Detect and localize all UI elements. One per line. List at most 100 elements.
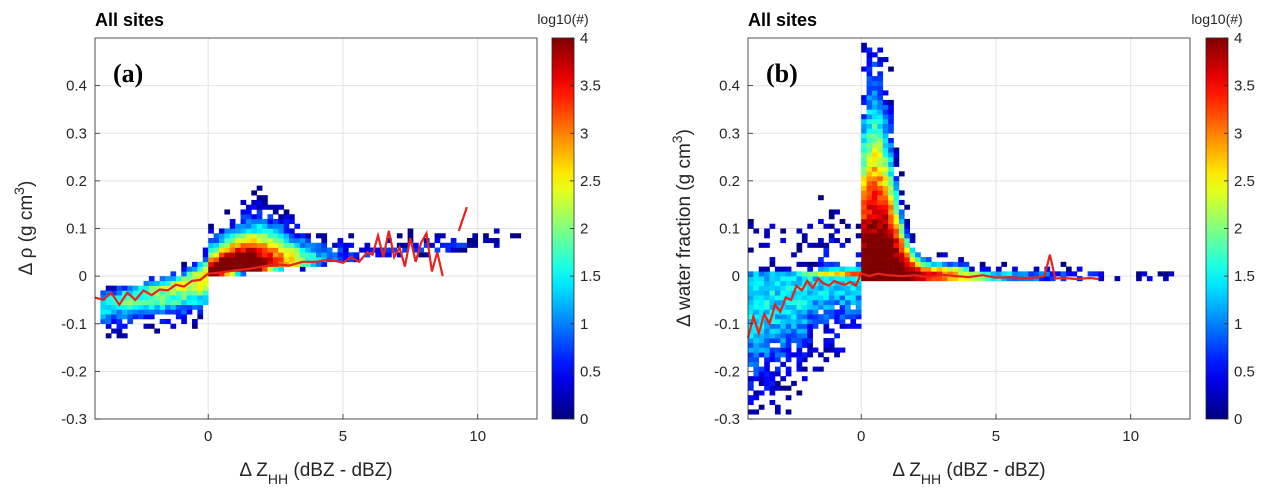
panel-b-cell bbox=[969, 271, 975, 277]
panel-a-cell bbox=[256, 228, 263, 234]
panel-b-cell bbox=[823, 266, 830, 272]
panel-a-cell bbox=[289, 257, 295, 263]
panel-b-cell bbox=[785, 328, 792, 334]
panel-b-cell bbox=[1163, 276, 1169, 282]
panel-b-cell bbox=[839, 309, 846, 315]
panel-b-cell bbox=[796, 314, 803, 320]
panel-b-cell bbox=[769, 385, 776, 391]
panel-b-cell bbox=[920, 276, 927, 282]
panel-b-cell bbox=[807, 304, 813, 310]
panel-a-cell bbox=[337, 252, 344, 258]
panel-b-cell bbox=[985, 271, 991, 277]
panel-b-cell bbox=[748, 290, 754, 296]
panel-a-cell bbox=[100, 295, 107, 301]
panel-b-cell bbox=[812, 323, 819, 329]
panel-a-cell bbox=[294, 257, 301, 263]
panel-b-cell bbox=[888, 257, 894, 263]
panel-b-cell bbox=[904, 233, 911, 239]
panel-a-cell bbox=[240, 223, 247, 229]
panel-b-cell bbox=[839, 266, 846, 272]
panel-a-cell bbox=[278, 218, 284, 225]
panel-a-cell bbox=[192, 266, 198, 272]
panel-b-cell bbox=[898, 257, 905, 263]
panel-b-cell bbox=[845, 304, 851, 310]
panel-a-colorbar-tick-label: 1.5 bbox=[580, 268, 601, 285]
panel-b-cell bbox=[1028, 271, 1034, 277]
panel-b-cell bbox=[796, 333, 803, 339]
panel-b-cell bbox=[888, 247, 894, 253]
panel-b-cell bbox=[1066, 271, 1072, 277]
panel-b-cell bbox=[893, 238, 900, 244]
panel-b-cell bbox=[812, 295, 819, 301]
panel-a-cell bbox=[159, 309, 166, 315]
panel-a-cell bbox=[192, 290, 198, 296]
panel-a-cell bbox=[493, 228, 500, 234]
panel-b-cell bbox=[748, 385, 754, 391]
panel-a-x-tick-label: 0 bbox=[204, 428, 212, 445]
panel-a-cell bbox=[272, 204, 279, 210]
panel-b-cell bbox=[753, 228, 760, 234]
panel-b-cell bbox=[861, 209, 867, 215]
panel-b-cell bbox=[893, 214, 900, 220]
panel-a-cell bbox=[202, 247, 209, 253]
panel-b-cell bbox=[753, 285, 760, 291]
panel-b-cell bbox=[834, 261, 840, 267]
panel-b-cell bbox=[764, 280, 770, 286]
panel-b-cell bbox=[780, 333, 787, 339]
panel-a-cell bbox=[121, 309, 128, 315]
panel-b-y-tick-label: -0.3 bbox=[714, 411, 740, 428]
panel-a-cell bbox=[240, 199, 247, 205]
panel-a-cell bbox=[466, 238, 473, 244]
panel-b-cell bbox=[769, 323, 776, 329]
panel-b-cell bbox=[780, 228, 787, 234]
panel-b-cell bbox=[866, 123, 873, 129]
panel-b-cell bbox=[898, 242, 905, 248]
panel-b-cell bbox=[904, 271, 911, 277]
panel-a-cell bbox=[181, 266, 187, 272]
panel-b-cell bbox=[909, 247, 916, 253]
panel-a-cell bbox=[229, 257, 236, 263]
panel-b-cell bbox=[748, 304, 754, 310]
panel-a-cell bbox=[138, 285, 144, 291]
panel-b-cell bbox=[850, 271, 857, 277]
panel-b-cell bbox=[828, 304, 835, 310]
panel-a-cell bbox=[175, 280, 182, 286]
panel-b-colorbar-tick-label: 0.5 bbox=[1234, 363, 1255, 380]
panel-b-cell bbox=[936, 252, 943, 258]
panel-a-cell bbox=[127, 314, 134, 320]
panel-a-cell bbox=[148, 280, 155, 286]
panel-a-cell bbox=[181, 295, 187, 301]
panel-b-cell bbox=[1012, 266, 1018, 272]
panel-b-cell bbox=[915, 276, 921, 282]
panel-b-cell bbox=[828, 328, 835, 334]
panel-b-cell bbox=[936, 276, 943, 282]
panel-a-cell bbox=[418, 252, 425, 258]
panel-a-cell bbox=[127, 299, 134, 305]
panel-b-cell bbox=[877, 142, 884, 148]
panel-b-cell bbox=[855, 266, 862, 272]
panel-b-cell bbox=[839, 299, 846, 305]
panel-b-cell bbox=[877, 76, 884, 82]
panel-b-cell bbox=[753, 376, 760, 382]
panel-b-cell bbox=[888, 147, 894, 153]
panel-a-cell bbox=[445, 247, 452, 253]
panel-b-cell bbox=[877, 99, 884, 105]
panel-b-cell bbox=[882, 257, 889, 263]
panel-b-cell bbox=[769, 299, 776, 305]
panel-a-y-ticks: -0.3 -0.2 -0.1 0 0.1 0.2 0.3 0.4 bbox=[61, 78, 100, 428]
panel-a-cell bbox=[272, 238, 279, 244]
panel-a-cell bbox=[159, 276, 166, 282]
panel-b-cell bbox=[1055, 271, 1061, 277]
panel-b-cell bbox=[823, 357, 830, 363]
panel-b-cell bbox=[823, 304, 830, 310]
panel-b-cell bbox=[888, 185, 894, 191]
panel-b-cell bbox=[753, 333, 760, 339]
panel-b-cell bbox=[764, 299, 770, 305]
panel-b-cell bbox=[796, 347, 803, 353]
panel-a-cell bbox=[348, 252, 355, 258]
panel-b-cell bbox=[785, 280, 792, 286]
panel-a-cell bbox=[202, 299, 209, 305]
panel-a-cell bbox=[143, 314, 150, 320]
panel-a-cell bbox=[321, 238, 328, 244]
panel-a-cell bbox=[316, 233, 322, 239]
